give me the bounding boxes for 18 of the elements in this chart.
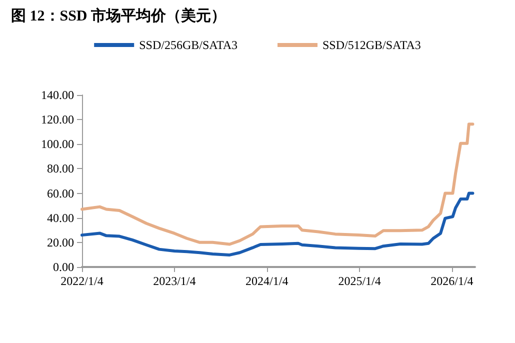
y-tick-label: 0.00 (53, 260, 74, 274)
y-tick-label: 80.00 (47, 162, 74, 176)
legend-label: SSD/256GB/SATA3 (139, 38, 238, 52)
x-tick-label: 2026/1/4 (430, 274, 474, 288)
line-series (80, 122, 474, 246)
legend-label: SSD/512GB/SATA3 (322, 38, 421, 52)
y-tick-label: 20.00 (47, 235, 74, 250)
y-tick-label: 120.00 (41, 112, 74, 127)
x-tick-label: 2024/1/4 (246, 274, 288, 288)
x-tick-label: 2025/1/4 (338, 274, 381, 288)
x-tick-label: 2023/1/4 (153, 274, 196, 288)
chart-title: 图 12：SSD 市场平均价（美元） (11, 6, 226, 24)
y-tick-label: 40.00 (47, 210, 74, 225)
x-tick-label: 2022/1/4 (60, 274, 104, 288)
y-tick-label: 60.00 (47, 186, 74, 200)
line-series (80, 192, 474, 256)
y-tick-label: 140.00 (41, 88, 74, 102)
y-tick-label: 100.00 (41, 137, 74, 152)
